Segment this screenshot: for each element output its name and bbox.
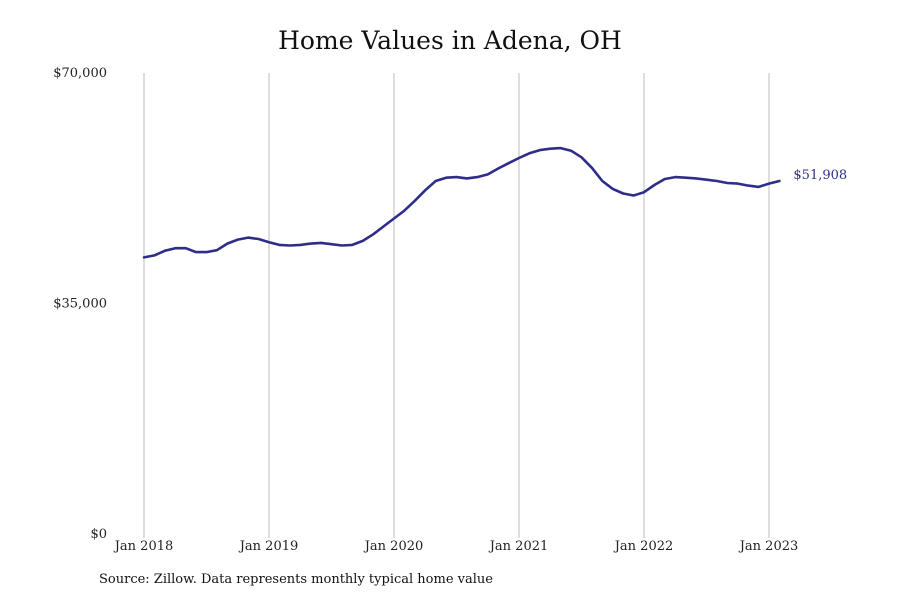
- x-tick-label: Jan 2019: [238, 539, 299, 554]
- x-tick-label: Jan 2023: [738, 539, 799, 554]
- y-tick-label: $0: [90, 527, 107, 542]
- x-tick-label: Jan 2021: [488, 539, 549, 554]
- y-axis: $0 $35,000 $70,000: [53, 66, 107, 542]
- x-axis: Jan 2018 Jan 2019 Jan 2020 Jan 2021 Jan 2022…: [113, 539, 799, 554]
- series-layer: [142, 146, 781, 259]
- series-line: [142, 146, 781, 259]
- x-tick-label: Jan 2020: [363, 539, 424, 554]
- label-layer: $51,908: [793, 168, 847, 183]
- y-tick-label: $70,000: [53, 66, 107, 81]
- source-note: Source: Zillow. Data represents monthly …: [99, 572, 493, 587]
- grid-layer: [143, 73, 770, 538]
- y-tick-label: $35,000: [53, 297, 107, 312]
- end-value-label: $51,908: [793, 168, 847, 183]
- chart-title: Home Values in Adena, OH: [278, 26, 622, 55]
- x-tick-label: Jan 2022: [613, 539, 674, 554]
- x-tick-label: Jan 2018: [113, 539, 174, 554]
